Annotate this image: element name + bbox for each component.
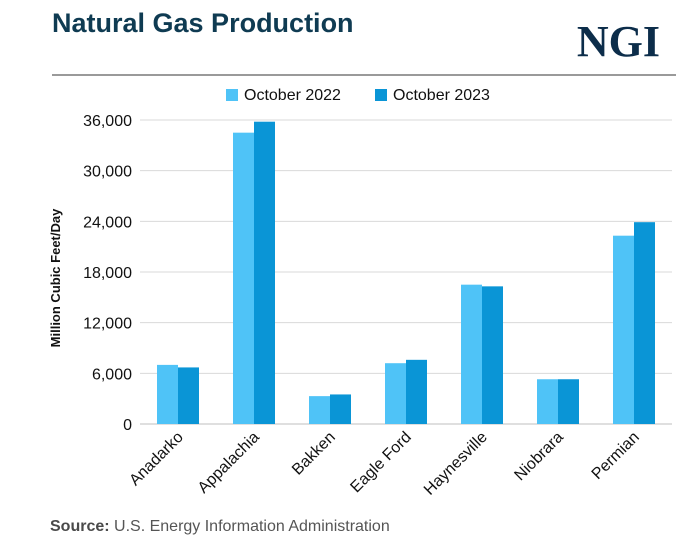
y-tick-label: 0 (123, 417, 132, 434)
x-tick-label: Bakken (289, 429, 339, 479)
y-axis-title: Million Cubic Feet/Day (48, 208, 63, 347)
legend-swatch (226, 89, 238, 101)
bar-niobrara-oct-2023 (558, 379, 579, 424)
legend-label: October 2022 (244, 87, 341, 104)
y-tick-label: 36,000 (83, 113, 132, 130)
x-tick-label: Anadarko (126, 429, 187, 490)
bar-anadarko-oct-2022 (157, 364, 178, 424)
bar-haynesville-oct-2022 (461, 284, 482, 424)
bar-permian-oct-2023 (634, 222, 655, 424)
bar-bakken-oct-2022 (309, 396, 330, 424)
bar-bakken-oct-2023 (330, 394, 351, 424)
y-tick-label: 24,000 (83, 214, 132, 231)
legend-swatch (375, 89, 387, 101)
source-text: U.S. Energy Information Administration (114, 518, 390, 535)
x-tick-label: Appalachia (195, 429, 263, 497)
bar-eagle-ford-oct-2022 (385, 363, 406, 424)
bar-appalachia-oct-2022 (233, 132, 254, 424)
y-tick-label: 30,000 (83, 164, 132, 181)
x-tick-label: Niobrara (511, 429, 566, 484)
x-tick-label: Haynesville (421, 429, 491, 499)
y-tick-label: 6,000 (92, 366, 132, 383)
y-tick-label: 18,000 (83, 265, 132, 282)
legend-label: October 2023 (393, 87, 490, 104)
x-tick-label: Permian (589, 429, 643, 483)
bar-permian-oct-2022 (613, 235, 634, 424)
header-divider (52, 74, 676, 76)
bar-appalachia-oct-2023 (254, 121, 275, 424)
source-label: Source: (50, 518, 110, 535)
bar-anadarko-oct-2023 (178, 367, 199, 424)
x-tick-label: Eagle Ford (347, 429, 414, 496)
bar-eagle-ford-oct-2023 (406, 359, 427, 424)
source-note: Source: U.S. Energy Information Administ… (50, 518, 390, 536)
ngi-logo: NGI (576, 17, 660, 66)
chart-title: Natural Gas Production (52, 8, 354, 38)
bar-niobrara-oct-2022 (537, 379, 558, 424)
y-tick-label: 12,000 (83, 316, 132, 333)
bar-haynesville-oct-2023 (482, 286, 503, 424)
